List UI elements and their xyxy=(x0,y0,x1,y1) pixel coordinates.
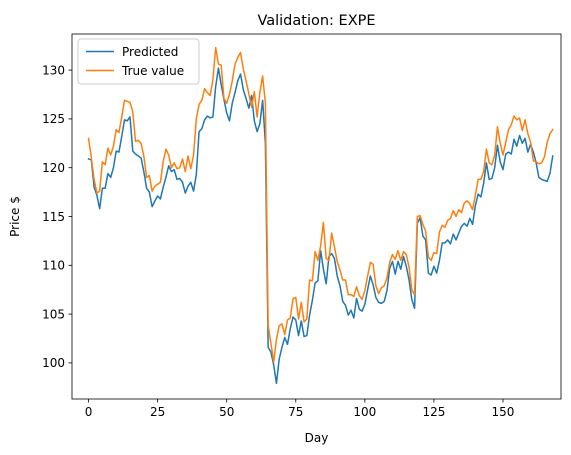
y-tick-label: 120 xyxy=(42,161,65,175)
x-tick-label: 150 xyxy=(492,405,515,419)
legend-box xyxy=(77,38,200,85)
y-axis-label: Price $ xyxy=(8,196,22,237)
chart-title: Validation: EXPE xyxy=(257,13,375,29)
y-tick-label: 110 xyxy=(42,259,65,273)
y-tick-label: 100 xyxy=(42,356,65,370)
legend-label: True value xyxy=(121,64,184,78)
x-tick-label: 100 xyxy=(353,405,376,419)
y-tick-label: 125 xyxy=(42,112,65,126)
y-tick-label: 105 xyxy=(42,307,65,321)
series-line-true-value xyxy=(87,46,554,363)
plot-lines xyxy=(87,46,554,385)
legend: Predicted True value xyxy=(77,38,200,85)
x-tick-label: 50 xyxy=(219,405,234,419)
series-line-predicted xyxy=(87,67,554,385)
y-tick-label: 115 xyxy=(42,210,65,224)
plot-frame xyxy=(71,33,562,400)
x-axis-label: Day xyxy=(305,431,329,445)
x-tick-label: 0 xyxy=(85,405,93,419)
x-tick-label: 25 xyxy=(150,405,165,419)
y-axis-ticks: 100 105 110 115 120 125 130 xyxy=(42,63,72,370)
x-tick-label: 125 xyxy=(422,405,445,419)
x-axis-ticks: 0 25 50 75 100 125 150 xyxy=(85,399,515,419)
x-tick-label: 75 xyxy=(288,405,303,419)
y-tick-label: 130 xyxy=(42,63,65,77)
legend-label: Predicted xyxy=(122,45,178,59)
